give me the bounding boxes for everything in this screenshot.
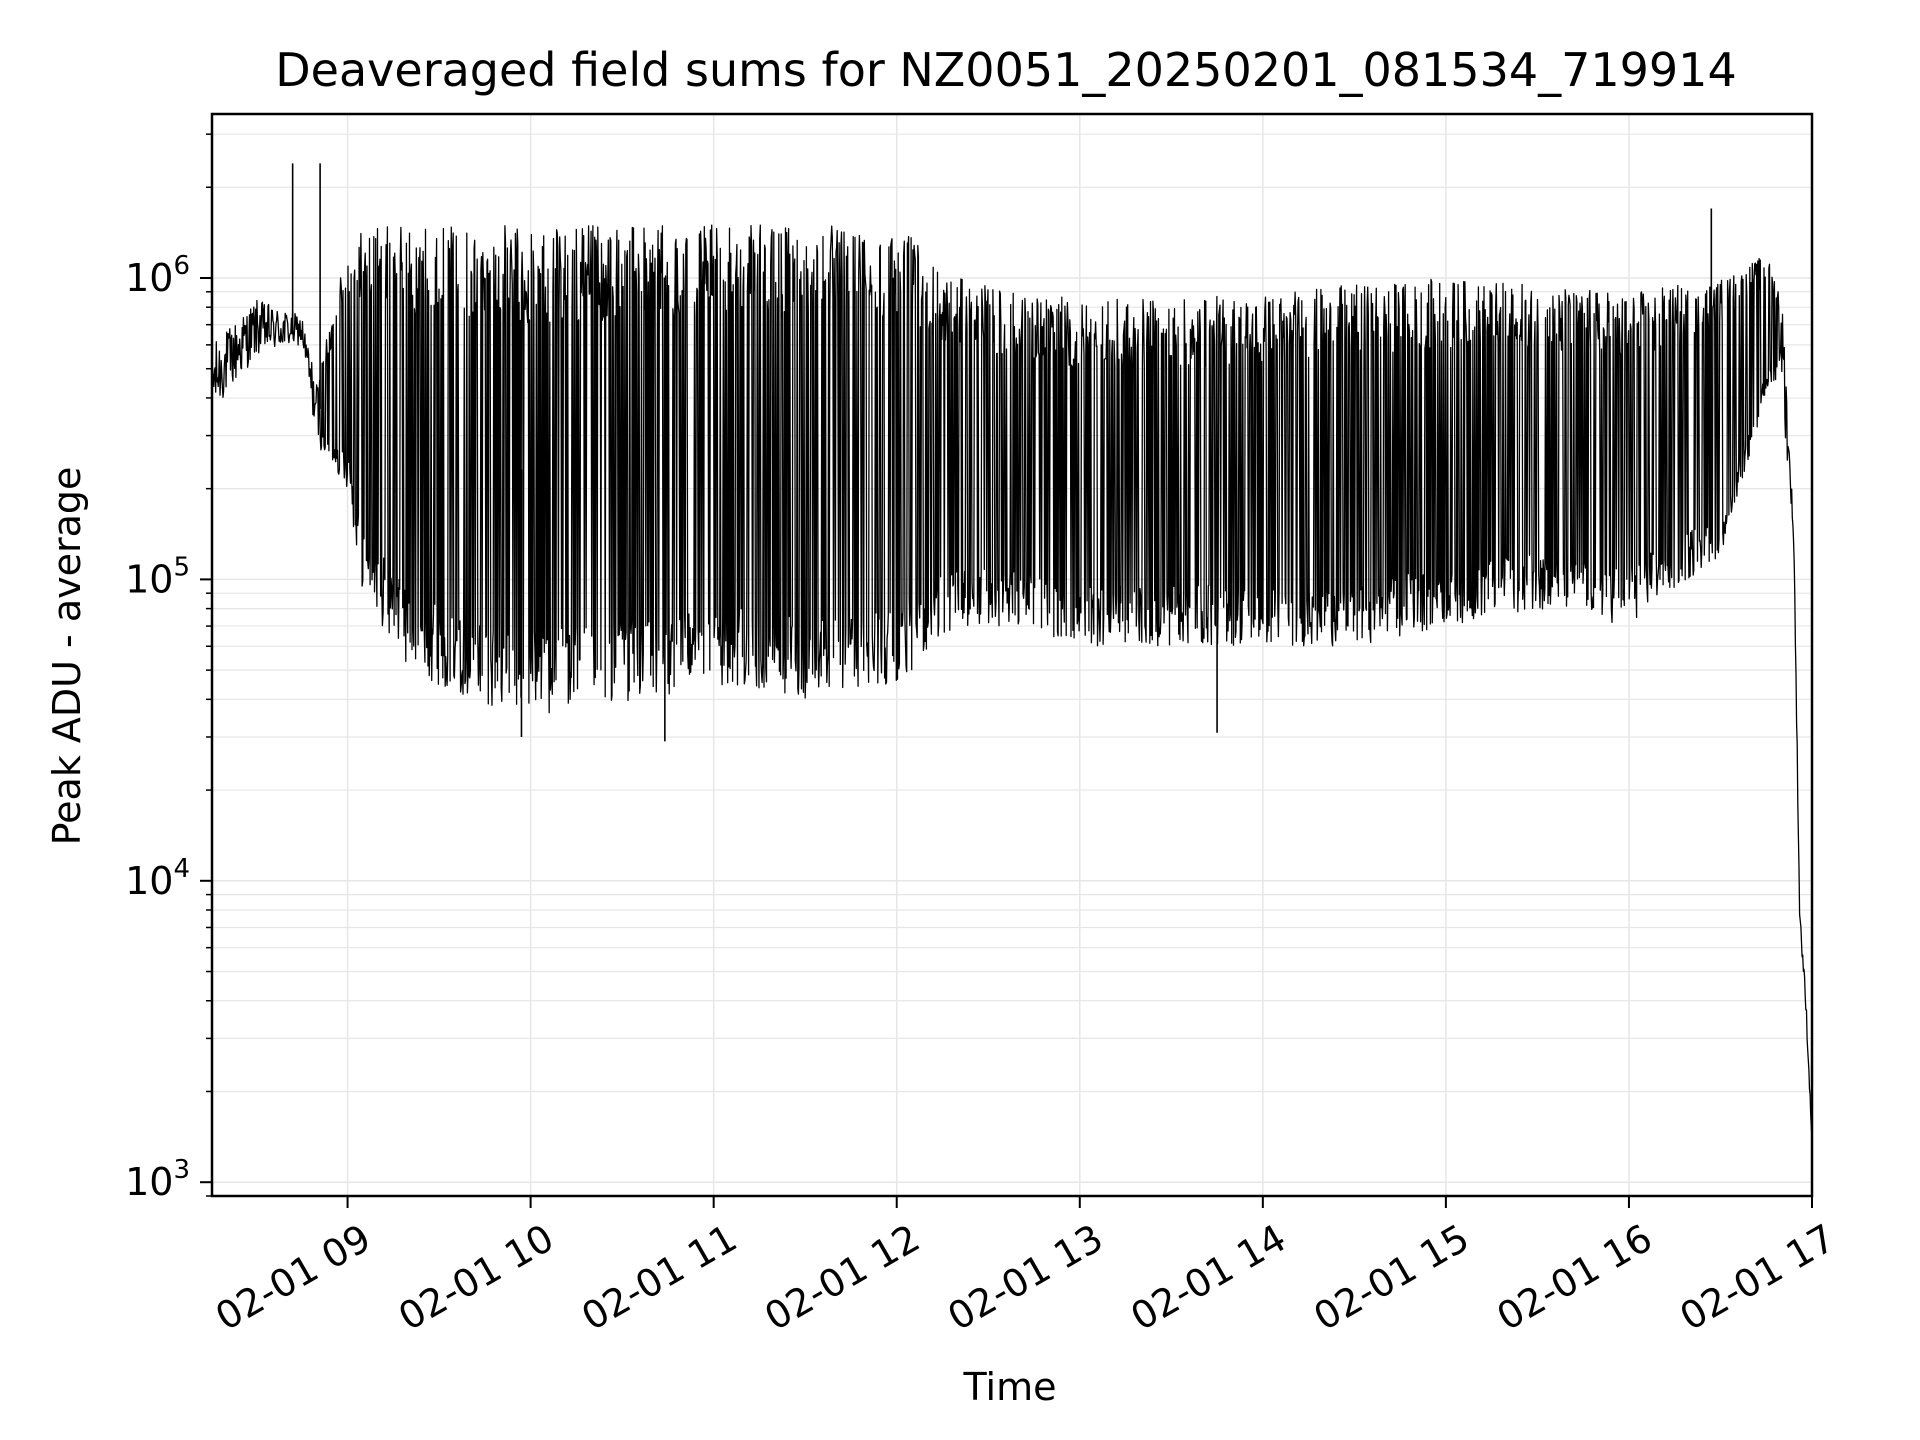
series [211, 163, 1813, 1139]
series-line [211, 224, 1813, 1139]
x-axis-label: Time [963, 1365, 1057, 1409]
y-axis-label: Peak ADU - average [45, 467, 89, 846]
chart-title: Deaveraged field sums for NZ0051_2025020… [275, 43, 1736, 97]
y-tick-label: 104 [125, 854, 190, 903]
y-tick-label: 106 [125, 251, 190, 300]
y-tick-label: 103 [125, 1155, 190, 1204]
plot-frame [210, 112, 1814, 1198]
y-tick-label: 105 [125, 552, 190, 601]
